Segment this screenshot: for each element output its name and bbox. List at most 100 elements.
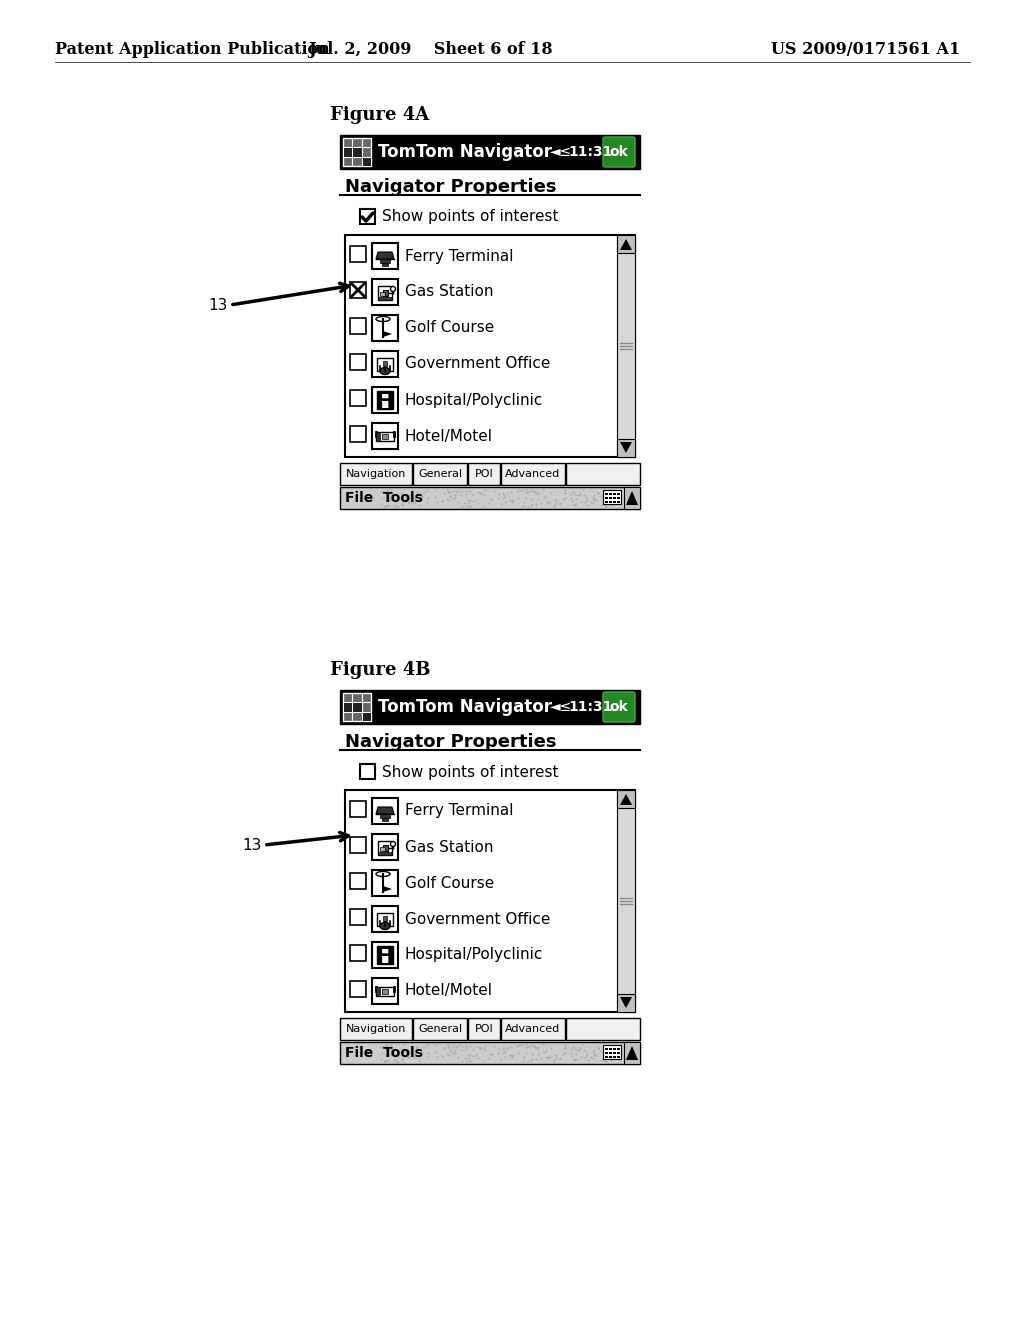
Bar	[617, 440, 635, 457]
Bar	[617, 235, 635, 253]
Bar	[350, 318, 366, 334]
FancyBboxPatch shape	[603, 692, 635, 722]
Text: Navigation: Navigation	[346, 1024, 407, 1034]
Text: Jul. 2, 2009    Sheet 6 of 18: Jul. 2, 2009 Sheet 6 of 18	[307, 41, 552, 58]
Text: ◄≤: ◄≤	[550, 700, 572, 714]
Bar	[343, 693, 371, 721]
Bar	[624, 487, 640, 510]
Text: POI: POI	[475, 1024, 494, 1034]
Bar	[376, 432, 394, 441]
Bar	[382, 989, 388, 994]
Bar	[501, 1018, 565, 1040]
Bar	[377, 946, 393, 964]
Bar	[360, 209, 375, 224]
Bar	[380, 847, 385, 851]
Bar	[382, 434, 388, 440]
Bar	[350, 282, 366, 298]
Text: 11:31: 11:31	[568, 700, 612, 714]
Polygon shape	[626, 1045, 638, 1060]
Bar	[413, 1018, 467, 1040]
Bar	[350, 426, 366, 442]
Bar	[372, 978, 398, 1005]
Bar	[350, 909, 366, 925]
Circle shape	[390, 842, 395, 846]
Bar	[609, 500, 611, 503]
Bar	[350, 354, 366, 370]
Ellipse shape	[380, 923, 390, 929]
Polygon shape	[376, 807, 394, 814]
Bar	[380, 292, 385, 296]
Circle shape	[390, 286, 395, 292]
Bar	[380, 814, 390, 818]
Bar	[376, 432, 380, 441]
Bar	[609, 1056, 611, 1059]
Bar	[345, 235, 635, 457]
Text: Show points of interest: Show points of interest	[382, 210, 558, 224]
Text: Patent Application Publication: Patent Application Publication	[55, 41, 330, 58]
Text: TomTom Navigator: TomTom Navigator	[378, 143, 552, 161]
Text: Show points of interest: Show points of interest	[382, 764, 558, 780]
Bar	[613, 492, 615, 495]
Bar	[350, 981, 366, 997]
Text: General: General	[418, 469, 462, 479]
Bar	[372, 351, 398, 378]
Bar	[566, 463, 640, 484]
Text: Gas Station: Gas Station	[406, 285, 494, 300]
Bar	[362, 157, 371, 166]
Bar	[350, 945, 366, 961]
Bar	[340, 1041, 640, 1064]
Text: TomTom Navigator: TomTom Navigator	[378, 698, 552, 715]
Bar	[383, 845, 388, 851]
Bar	[344, 704, 352, 711]
Bar	[617, 500, 620, 503]
Text: Figure 4A: Figure 4A	[330, 106, 429, 124]
Text: US 2009/0171561 A1: US 2009/0171561 A1	[771, 41, 961, 58]
Bar	[613, 1056, 615, 1059]
Bar	[613, 1052, 615, 1053]
Bar	[350, 801, 366, 817]
Text: Advanced: Advanced	[506, 1024, 560, 1034]
Bar	[372, 279, 398, 305]
Text: Ferry Terminal: Ferry Terminal	[406, 248, 513, 264]
Bar	[617, 789, 635, 1012]
Text: H: H	[376, 946, 394, 968]
Bar	[605, 492, 607, 495]
Bar	[617, 235, 635, 457]
Polygon shape	[620, 442, 632, 453]
Text: Navigator Properties: Navigator Properties	[345, 178, 556, 195]
Text: ok: ok	[609, 700, 629, 714]
Text: Gas Station: Gas Station	[406, 840, 494, 854]
Bar	[378, 841, 392, 855]
Ellipse shape	[376, 317, 390, 322]
Bar	[413, 463, 467, 484]
Bar	[501, 463, 565, 484]
Bar	[617, 1056, 620, 1059]
Bar	[605, 1056, 607, 1059]
Bar	[340, 690, 640, 723]
Bar	[353, 148, 361, 157]
Text: H: H	[376, 392, 394, 412]
Bar	[617, 496, 620, 499]
Bar	[609, 492, 611, 495]
Bar	[340, 1018, 412, 1040]
Ellipse shape	[376, 871, 390, 876]
Bar	[566, 1018, 640, 1040]
Text: Government Office: Government Office	[406, 912, 550, 927]
Bar	[605, 500, 607, 503]
FancyBboxPatch shape	[603, 137, 635, 168]
Bar	[343, 139, 371, 166]
Bar	[372, 834, 398, 861]
Bar	[377, 913, 393, 927]
Text: Golf Course: Golf Course	[406, 321, 495, 335]
Text: Hospital/Polyclinic: Hospital/Polyclinic	[406, 948, 544, 962]
Text: Navigation: Navigation	[346, 469, 407, 479]
Text: General: General	[418, 1024, 462, 1034]
Bar	[377, 391, 393, 409]
Bar	[383, 916, 387, 921]
Bar	[376, 987, 380, 997]
Bar	[468, 463, 500, 484]
Bar	[378, 286, 392, 300]
Text: Navigator Properties: Navigator Properties	[345, 733, 556, 751]
Bar	[624, 1041, 640, 1064]
Bar	[372, 315, 398, 341]
